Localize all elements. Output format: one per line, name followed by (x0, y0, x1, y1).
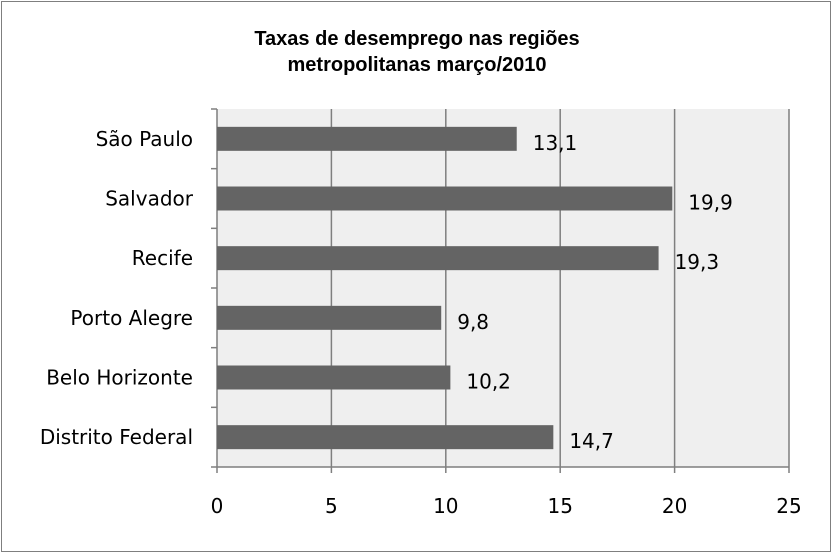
category-label: São Paulo (96, 127, 193, 151)
data-label: 19,3 (675, 250, 720, 274)
category-label: Recife (132, 246, 193, 270)
x-tick-label: 20 (662, 494, 687, 518)
bar (217, 306, 441, 330)
data-label: 13,1 (533, 131, 578, 155)
data-label: 19,9 (688, 191, 733, 215)
x-tick-label: 25 (776, 494, 801, 518)
x-tick-label: 5 (325, 494, 338, 518)
x-tick-label: 15 (547, 494, 572, 518)
category-label: Belo Horizonte (46, 366, 193, 390)
data-label: 10,2 (466, 370, 511, 394)
plot-area (217, 109, 789, 467)
bar (217, 246, 659, 270)
category-label: Distrito Federal (40, 425, 193, 449)
bar (217, 127, 517, 151)
bar (217, 425, 553, 449)
x-tick-label: 0 (211, 494, 224, 518)
bar (217, 187, 672, 211)
data-label: 9,8 (457, 310, 489, 334)
data-label: 14,7 (569, 429, 614, 453)
category-label: Porto Alegre (70, 306, 193, 330)
x-tick-label: 10 (433, 494, 458, 518)
bar (217, 366, 450, 390)
category-label: Salvador (105, 187, 194, 211)
